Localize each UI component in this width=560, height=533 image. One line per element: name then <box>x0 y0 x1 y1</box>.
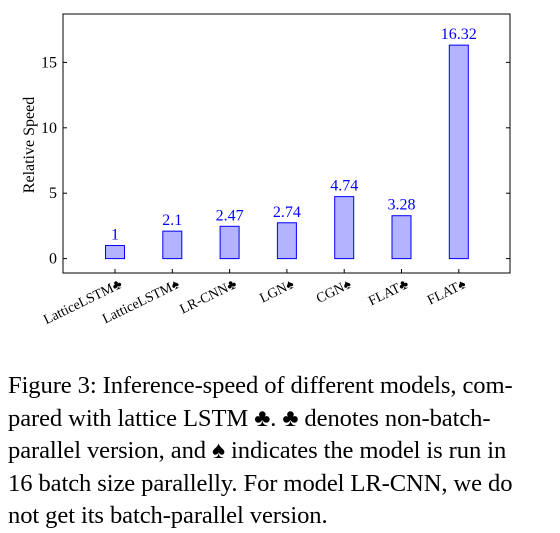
bar <box>219 225 240 260</box>
y-tick-label: 15 <box>41 54 57 71</box>
bar <box>334 196 355 260</box>
bar <box>105 245 125 260</box>
y-axis-ticks: 0 5 10 15 <box>41 54 510 273</box>
caption-line: Figure 3: Inference-speed of different m… <box>8 372 513 399</box>
y-tick-label: 5 <box>49 185 57 202</box>
x-tick-label: LGN♠ <box>258 277 298 307</box>
bar <box>448 44 469 260</box>
y-tick-label: 0 <box>49 251 57 268</box>
bar <box>162 230 183 260</box>
bar-value-label: 3.28 <box>388 197 416 214</box>
y-axis-label: Relative Speed <box>21 97 38 193</box>
value-labels: 1 2.1 2.47 2.74 4.74 3.28 16.32 <box>111 26 477 243</box>
bar-value-label: 2.74 <box>273 204 301 221</box>
caption-line: 16 batch size parallelly. For model LR-C… <box>8 469 513 497</box>
caption-line: parallel version, and ♠ indicates the mo… <box>8 437 507 464</box>
x-tick-label: FLAT♠ <box>425 277 469 309</box>
y-tick-label: 10 <box>41 120 57 137</box>
bar-value-label: 2.47 <box>216 207 244 224</box>
caption-line: pared with lattice LSTM ♣. ♣ denotes non… <box>8 404 491 432</box>
bar-value-label: 16.32 <box>441 26 477 43</box>
figure-caption: Figure 3: Inference-speed of different m… <box>8 370 556 533</box>
x-axis-tick-labels: LatticeLSTM♣LatticeLSTM♠LR-CNN♣ LGN♠ CGN♠ F… <box>41 277 469 328</box>
x-tick-label: FLAT♣ <box>366 277 411 309</box>
bar <box>391 215 412 260</box>
caption-line: not get its batch-parallel version. <box>8 502 328 529</box>
bar-value-label: 1 <box>111 227 119 244</box>
bar <box>276 222 297 260</box>
bars <box>105 44 469 260</box>
bar-value-label: 4.74 <box>330 178 358 195</box>
x-tick-label: CGN♠ <box>314 277 354 307</box>
bar-value-label: 2.1 <box>162 212 182 229</box>
x-tick-label: LR-CNN♣ <box>178 277 240 317</box>
